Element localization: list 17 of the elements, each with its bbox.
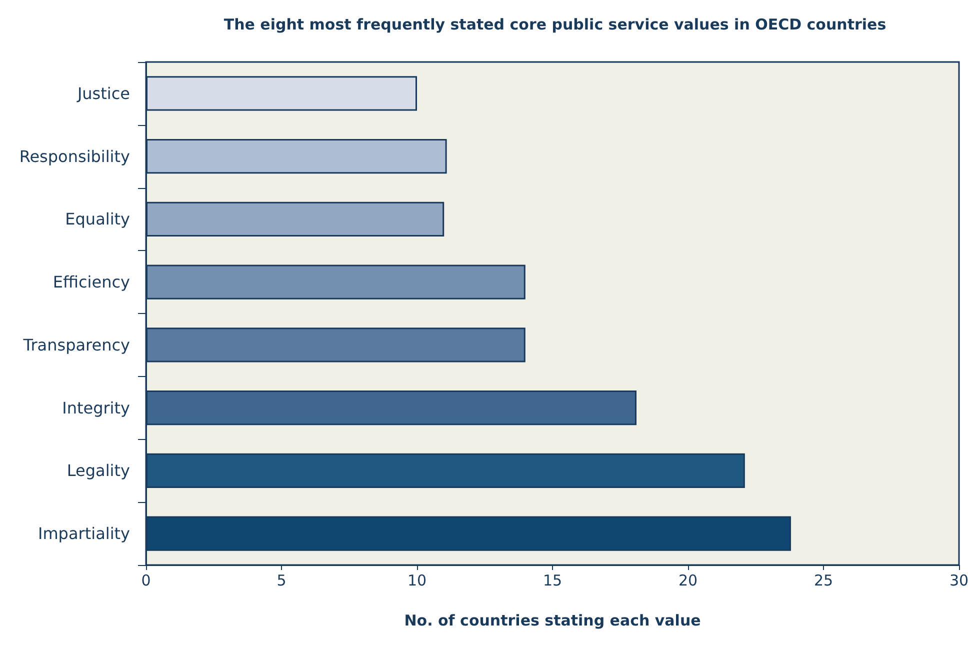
y-tick-label: Justice	[76, 84, 130, 103]
chart-title: The eight most frequently stated core public service values in OECD countries	[224, 16, 886, 34]
x-tick-label: 15	[542, 572, 562, 590]
x-tick-label: 25	[814, 572, 834, 590]
x-tick-label: 20	[678, 572, 698, 590]
y-tick-label: Efficiency	[52, 272, 130, 292]
y-tick-label: Transparency	[22, 335, 130, 354]
y-tick-label: Equality	[65, 210, 130, 229]
x-tick-label: 10	[407, 572, 427, 590]
y-tick-label: Responsibility	[19, 146, 130, 166]
x-tick-label: 5	[276, 572, 286, 590]
x-tick-label: 0	[141, 572, 151, 590]
y-tick-label: Integrity	[62, 398, 130, 418]
y-tick-label: Legality	[66, 461, 130, 480]
x-tick-label: 30	[949, 572, 969, 590]
y-tick-label: Impartiality	[38, 524, 130, 544]
x-axis-title: No. of countries stating each value	[404, 612, 701, 630]
